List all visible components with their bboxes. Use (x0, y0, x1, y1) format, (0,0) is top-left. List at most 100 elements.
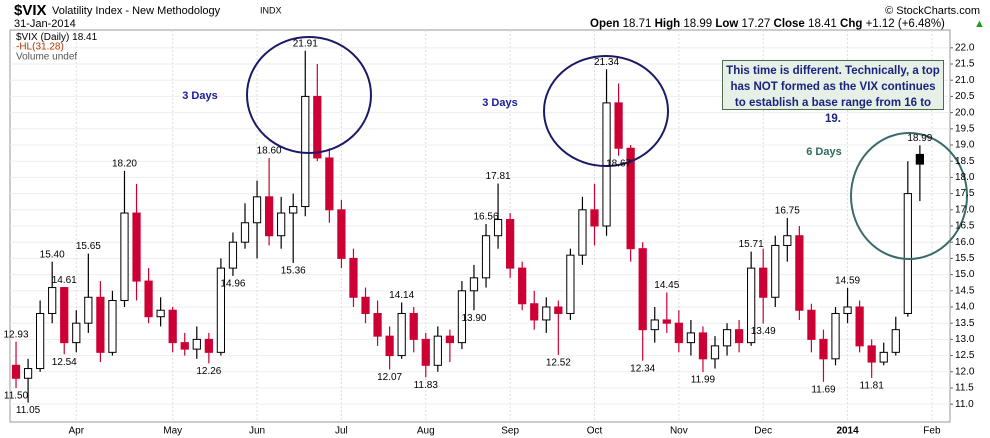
quote-value: 17.27 (742, 18, 771, 30)
y-tick-label: 19.0 (955, 140, 975, 151)
x-tick-label: Jul (335, 426, 348, 437)
candle-body (168, 309, 177, 344)
candle-body (807, 309, 816, 340)
high-label: 15.40 (40, 249, 65, 260)
x-tick-label: Sep (501, 426, 519, 437)
candle-body (216, 267, 226, 353)
candle-body (554, 306, 563, 314)
legend-value: 18.41 (72, 32, 97, 43)
title: Volatility Index - New Methodology (52, 5, 221, 17)
candle-body (23, 368, 33, 379)
y-tick-label: 17.0 (955, 204, 975, 215)
candle-body (710, 345, 720, 360)
low-label: 12.26 (196, 366, 221, 377)
candle-body (686, 332, 696, 344)
candle-body (264, 196, 274, 237)
candle-body (698, 332, 708, 360)
x-tick-label: Apr (69, 426, 85, 437)
candle-body (481, 235, 491, 279)
y-tick-label: 11.0 (955, 399, 974, 410)
y-tick-label: 19.5 (955, 123, 975, 134)
candle-body (48, 287, 57, 314)
candle-body (457, 290, 467, 344)
candle-body (60, 287, 69, 344)
candle-body (132, 212, 141, 282)
candle-body (373, 312, 382, 337)
high-label: 15.71 (739, 239, 764, 250)
quote-label: High (655, 18, 681, 30)
candle-body (903, 193, 912, 314)
low-label: 12.54 (52, 357, 77, 368)
x-tick-label: Oct (587, 426, 603, 437)
low-label: 11.50 (4, 391, 29, 402)
candle-body (843, 306, 852, 314)
high-label: 18.20 (112, 159, 137, 170)
candle-body (108, 300, 117, 353)
candle-body (349, 257, 358, 298)
candle-body (192, 338, 201, 350)
x-tick-label: Jun (249, 426, 265, 437)
candle-body (228, 241, 238, 269)
candle-body (506, 219, 515, 269)
candle-body (638, 248, 647, 331)
high-label: 14.45 (654, 280, 679, 291)
candle-body (602, 102, 611, 227)
candle-body (867, 345, 876, 363)
y-tick-label: 17.5 (955, 188, 975, 199)
candle-body (313, 95, 322, 159)
high-label: 15.65 (76, 241, 101, 252)
low-label: 11.69 (811, 384, 836, 395)
high-label: 21.91 (293, 38, 318, 49)
candle-body (759, 267, 768, 298)
candle-body (879, 351, 888, 363)
low-label: 15.36 (281, 266, 306, 277)
candle-body (240, 222, 250, 243)
candle-body (650, 319, 659, 331)
candle-body (11, 364, 21, 379)
candle-body (409, 312, 418, 340)
change-arrow: ▲ (974, 18, 985, 30)
quote-value: 18.71 (623, 18, 652, 30)
candle-body (614, 102, 623, 149)
low-label: 12.07 (377, 372, 402, 383)
y-tick-label: 18.5 (955, 156, 975, 167)
low-label: 13.90 (461, 313, 486, 324)
circle (246, 36, 372, 154)
candle-body (891, 329, 900, 353)
candle-body (36, 312, 45, 370)
candle-body (325, 157, 334, 211)
candle-body (578, 209, 587, 256)
high-label: 16.75 (775, 206, 800, 217)
y-tick-label: 13.0 (955, 334, 975, 345)
legend-entry: Volume undef (16, 52, 77, 63)
quote-label: Open (590, 18, 619, 30)
y-tick-label: 22.0 (955, 42, 975, 53)
symbol: $VIX (14, 2, 47, 19)
candle-body (204, 338, 213, 353)
low-label: 12.34 (630, 363, 655, 374)
quote-value: 18.41 (808, 18, 837, 30)
high-label: 16.56 (474, 212, 499, 223)
candle-body (120, 212, 129, 302)
low-label: 14.96 (220, 279, 245, 290)
x-tick-label: Feb (923, 426, 941, 437)
candle-body (518, 267, 527, 305)
candle-body (530, 303, 539, 321)
y-tick-label: 15.0 (955, 269, 975, 280)
candle-body (144, 280, 153, 318)
candle-body (289, 206, 298, 214)
candle-body (493, 219, 503, 237)
low-label: 12.52 (546, 358, 571, 369)
copyright: © StockCharts.com (885, 5, 980, 17)
y-tick-label: 16.5 (955, 221, 975, 232)
x-tick-label: Aug (417, 426, 435, 437)
y-tick-label: 14.5 (955, 285, 975, 296)
low-label: 11.81 (860, 381, 885, 392)
y-tick-label: 21.0 (955, 75, 975, 86)
y-tick-label: 14.0 (955, 302, 975, 313)
candle-body (421, 338, 430, 366)
exchange: INDX (260, 5, 282, 15)
candle-body (662, 319, 671, 324)
legend-entry: $VIX (Daily) 18.41 (16, 32, 98, 43)
